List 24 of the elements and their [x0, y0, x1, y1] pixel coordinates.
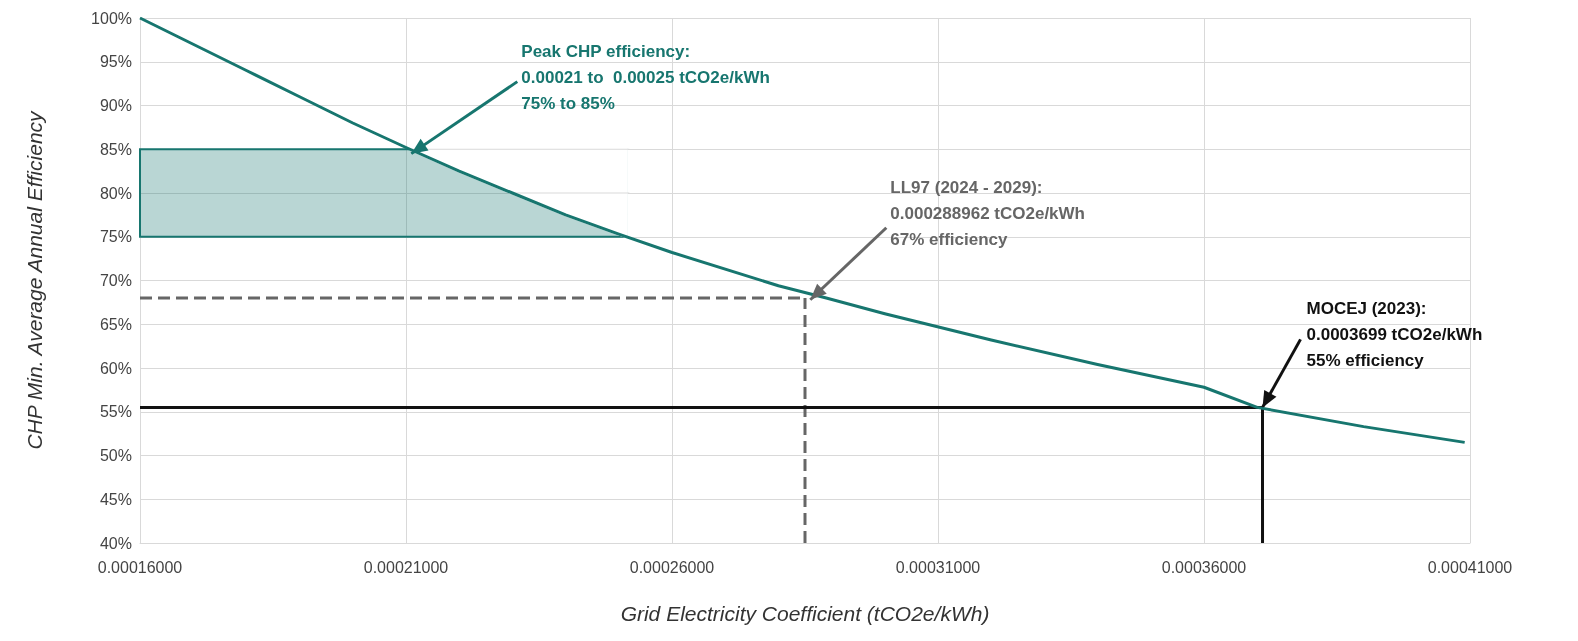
y-tick-label: 90% — [99, 97, 132, 114]
x-tick-label: 0.00036000 — [1161, 558, 1247, 576]
x-tick-label: 0.00041000 — [1427, 558, 1513, 576]
x-axis-title: Grid Electricity Coefficient (tCO2e/kWh) — [620, 602, 990, 625]
x-tick-label: 0.00026000 — [629, 558, 715, 576]
y-tick-label: 70% — [99, 272, 132, 289]
annotation: Peak CHP efficiency: 0.00021 to 0.00025 tCO2e/kWh 75% to 85% — [521, 42, 770, 114]
x-tick-label: 0.00016000 — [97, 558, 183, 576]
y-tick-label: 45% — [99, 490, 132, 508]
y-tick-label: 100% — [91, 9, 132, 27]
y-tick-label: 80% — [99, 184, 132, 202]
y-tick-label: 95% — [99, 53, 132, 71]
y-tick-label: 65% — [99, 315, 132, 333]
y-tick-label: 85% — [99, 140, 132, 158]
x-tick-label: 0.00021000 — [363, 558, 449, 576]
annotation: LL97 (2024 - 2029): 0.000288962 tCO2e/kWh 67% efficiency — [890, 178, 1085, 250]
y-tick-label: 55% — [99, 403, 132, 421]
y-tick-label: 75% — [99, 228, 132, 246]
x-tick-label: 0.00031000 — [895, 558, 981, 576]
y-tick-label: 60% — [99, 359, 132, 377]
annotation: MOCEJ (2023): 0.0003699 tCO2e/kWh 55% efficiency — [1306, 298, 1483, 370]
y-tick-label: 50% — [99, 447, 132, 464]
y-axis-title: CHP Min. Average Annual Efficiency — [23, 109, 46, 450]
y-tick-label: 40% — [99, 534, 132, 552]
